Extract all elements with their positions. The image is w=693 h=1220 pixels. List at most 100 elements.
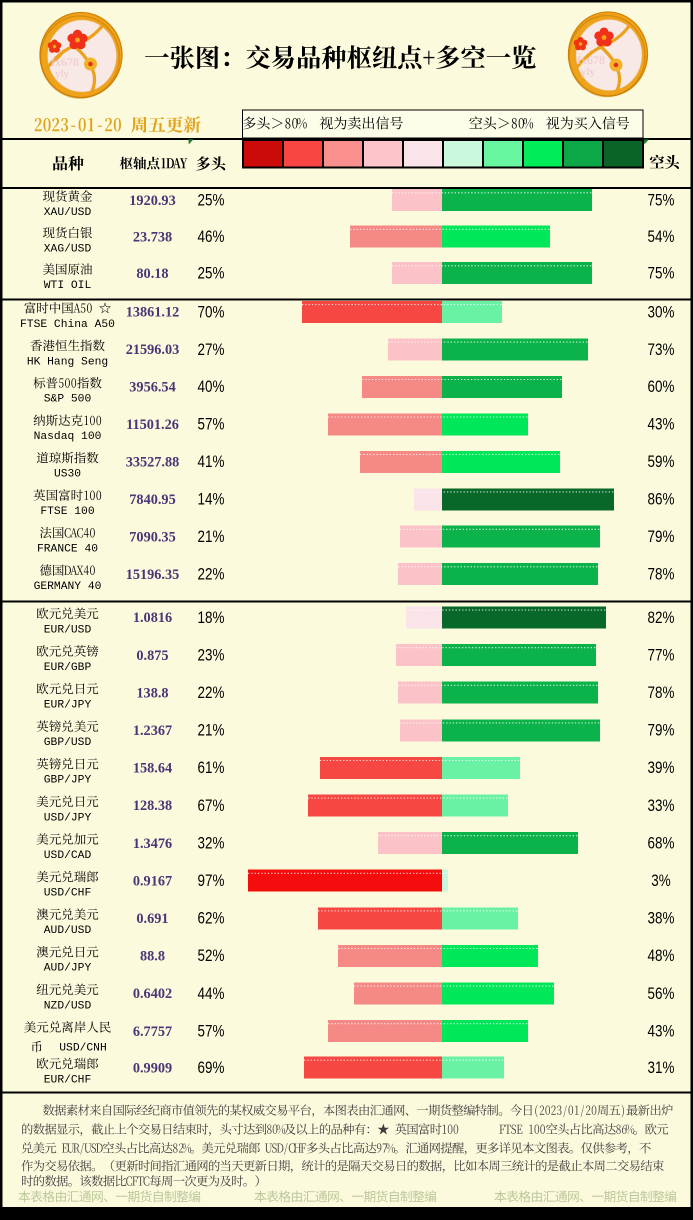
svg-text:52%: 52%: [198, 947, 225, 966]
svg-text:23%: 23%: [198, 646, 225, 665]
svg-text:78%: 78%: [648, 684, 675, 703]
svg-text:1.2367: 1.2367: [133, 723, 172, 739]
svg-text:22%: 22%: [198, 684, 225, 703]
svg-text:7090.35: 7090.35: [129, 529, 175, 545]
svg-text:USD/CAD: USD/CAD: [44, 850, 92, 862]
svg-text:128.38: 128.38: [133, 798, 172, 814]
svg-text:AUD/JPY: AUD/JPY: [44, 963, 92, 975]
svg-text:30%: 30%: [648, 303, 675, 322]
svg-text:21596.03: 21596.03: [126, 342, 180, 358]
svg-text:79%: 79%: [648, 528, 675, 547]
svg-text:USD/JPY: USD/JPY: [44, 812, 92, 824]
svg-text:USD/CNH: USD/CNH: [59, 1043, 106, 1055]
svg-text:FTSE China A50: FTSE China A50: [20, 319, 115, 331]
svg-text:43%: 43%: [648, 415, 675, 434]
svg-text:22%: 22%: [198, 565, 225, 584]
svg-text:97%: 97%: [198, 872, 225, 891]
svg-text:60%: 60%: [648, 378, 675, 397]
svg-text:1.3476: 1.3476: [133, 836, 172, 852]
svg-text:67%: 67%: [198, 796, 225, 815]
svg-text:NZD/USD: NZD/USD: [44, 1000, 92, 1012]
svg-text:32%: 32%: [198, 834, 225, 853]
svg-text:EUR/JPY: EUR/JPY: [44, 700, 92, 712]
svg-text:82%: 82%: [648, 608, 675, 627]
svg-text:0.691: 0.691: [136, 911, 168, 927]
svg-text:HK Hang Seng: HK Hang Seng: [27, 356, 108, 368]
svg-text:46%: 46%: [198, 228, 225, 247]
svg-text:61%: 61%: [198, 759, 225, 778]
svg-text:40%: 40%: [198, 378, 225, 397]
svg-text:USD/CHF: USD/CHF: [44, 888, 91, 900]
svg-text:XAG/USD: XAG/USD: [44, 244, 92, 256]
svg-text:43%: 43%: [648, 1022, 675, 1041]
svg-text:0.875: 0.875: [136, 648, 168, 664]
svg-text:77%: 77%: [648, 646, 675, 665]
svg-text:15196.35: 15196.35: [126, 567, 180, 583]
svg-text:XAU/USD: XAU/USD: [44, 207, 92, 219]
svg-text:21%: 21%: [198, 721, 225, 740]
svg-text:US30: US30: [54, 469, 81, 481]
svg-text:25%: 25%: [198, 191, 225, 210]
svg-text:80.18: 80.18: [136, 266, 168, 282]
svg-text:57%: 57%: [198, 1022, 225, 1041]
svg-text:75%: 75%: [648, 264, 675, 283]
svg-text:fx678: fx678: [577, 53, 605, 67]
svg-text:yly: yly: [581, 66, 596, 78]
svg-text:6.7757: 6.7757: [133, 1024, 172, 1040]
svg-text:13861.12: 13861.12: [126, 305, 180, 321]
svg-text:EUR/CHF: EUR/CHF: [44, 1074, 91, 1086]
svg-text:69%: 69%: [198, 1059, 225, 1078]
svg-text:11501.26: 11501.26: [126, 417, 179, 433]
svg-text:73%: 73%: [648, 340, 675, 359]
svg-text:57%: 57%: [198, 415, 225, 434]
svg-text:68%: 68%: [648, 834, 675, 853]
svg-text:14%: 14%: [198, 490, 225, 509]
svg-text:FRANCE 40: FRANCE 40: [37, 544, 98, 556]
svg-text:3956.54: 3956.54: [129, 380, 175, 396]
svg-text:GBP/USD: GBP/USD: [44, 737, 92, 749]
svg-text:3%: 3%: [651, 872, 670, 891]
svg-text:78%: 78%: [648, 565, 675, 584]
svg-text:79%: 79%: [648, 721, 675, 740]
svg-text:1920.93: 1920.93: [129, 193, 175, 209]
svg-text:88.8: 88.8: [140, 949, 165, 965]
svg-text:59%: 59%: [648, 453, 675, 472]
svg-text:yly: yly: [55, 68, 70, 80]
svg-text:21%: 21%: [198, 528, 225, 547]
svg-text:56%: 56%: [648, 984, 675, 1003]
svg-text:31%: 31%: [648, 1059, 675, 1078]
svg-text:54%: 54%: [648, 228, 675, 247]
svg-text:0.9909: 0.9909: [133, 1060, 172, 1076]
svg-text:70%: 70%: [198, 303, 225, 322]
svg-text:0.9167: 0.9167: [133, 873, 172, 889]
svg-text:38%: 38%: [648, 909, 675, 928]
svg-text:138.8: 138.8: [136, 685, 168, 701]
svg-text:FTSE 100: FTSE 100: [40, 506, 94, 518]
svg-text:7840.95: 7840.95: [129, 492, 175, 508]
svg-text:EUR/USD: EUR/USD: [44, 624, 92, 636]
svg-text:WTI OIL: WTI OIL: [44, 280, 92, 292]
svg-text:158.64: 158.64: [133, 761, 172, 777]
svg-text:AUD/USD: AUD/USD: [44, 925, 92, 937]
svg-text:48%: 48%: [648, 947, 675, 966]
svg-text:41%: 41%: [198, 453, 225, 472]
svg-text:18%: 18%: [198, 608, 225, 627]
svg-text:27%: 27%: [198, 340, 225, 359]
svg-text:GERMANY 40: GERMANY 40: [34, 581, 102, 593]
svg-text:39%: 39%: [648, 759, 675, 778]
svg-text:0.6402: 0.6402: [133, 986, 172, 1002]
svg-text:33527.88: 33527.88: [126, 455, 180, 471]
svg-text:1.0816: 1.0816: [133, 610, 172, 626]
svg-text:62%: 62%: [198, 909, 225, 928]
svg-text:GBP/JPY: GBP/JPY: [44, 775, 92, 787]
svg-text:EUR/GBP: EUR/GBP: [44, 662, 92, 674]
svg-text:23.738: 23.738: [133, 229, 172, 245]
svg-text:33%: 33%: [648, 796, 675, 815]
svg-text:fx678: fx678: [51, 55, 79, 69]
svg-text:S&P 500: S&P 500: [44, 394, 92, 406]
svg-text:25%: 25%: [198, 264, 225, 283]
svg-text:Nasdaq 100: Nasdaq 100: [34, 431, 102, 443]
svg-text:44%: 44%: [198, 984, 225, 1003]
svg-text:86%: 86%: [648, 490, 675, 509]
svg-text:75%: 75%: [648, 191, 675, 210]
